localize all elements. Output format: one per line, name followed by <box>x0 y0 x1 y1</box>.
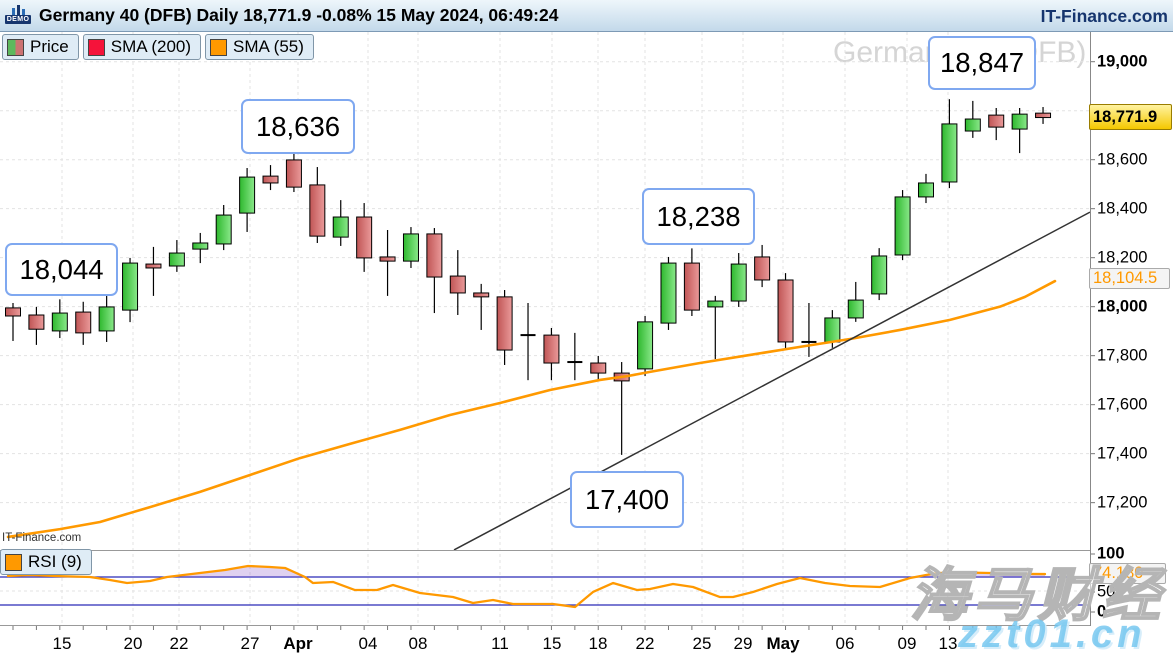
price-annotation[interactable]: 18,847 <box>928 36 1036 90</box>
legend-sma55[interactable]: SMA (55) <box>205 34 314 60</box>
x-axis-label: Apr <box>283 634 313 653</box>
x-axis-label: 09 <box>897 634 917 653</box>
legend-row: Price SMA (200) SMA (55) <box>2 34 314 60</box>
rsi-value-tag: 74.180 <box>1089 563 1166 584</box>
price-axis-label: 17,400 <box>1097 444 1148 463</box>
price-swatch-icon <box>7 38 24 56</box>
x-axis-label: 15 <box>542 634 562 653</box>
demo-badge: DEMO <box>4 14 32 24</box>
price-axis-label: 18,600 <box>1097 150 1148 169</box>
rsi-swatch-icon <box>5 553 22 571</box>
x-axis-label: 27 <box>240 634 260 653</box>
legend-rsi[interactable]: RSI (9) <box>0 549 92 575</box>
x-axis-label: 22 <box>635 634 655 653</box>
right-axis-border <box>1090 32 1091 626</box>
price-axis-label: 18,400 <box>1097 199 1148 218</box>
url-watermark: zzt01.cn <box>958 612 1146 656</box>
x-axis-label: 20 <box>123 634 143 653</box>
legend-sma200-label: SMA (200) <box>110 37 192 56</box>
x-axis-label: 25 <box>692 634 712 653</box>
chinese-watermark: 海马财经 <box>909 562 1167 629</box>
legend-price-label: Price <box>30 37 69 56</box>
x-axis-label: 13 <box>938 634 958 653</box>
legend-price[interactable]: Price <box>2 34 79 60</box>
x-axis-label: 29 <box>733 634 753 653</box>
rsi-axis-label: 0 <box>1097 602 1107 621</box>
demo-logo-icon[interactable]: DEMO <box>3 4 33 30</box>
last-price-tag: 18,771.9 <box>1089 104 1172 130</box>
price-axis-label: 17,200 <box>1097 493 1148 512</box>
price-axis-label: 18,000 <box>1097 297 1148 316</box>
x-axis-label: 04 <box>358 634 378 653</box>
mini-candles-icon <box>11 4 25 15</box>
x-axis-label: 11 <box>491 634 509 653</box>
legend-sma200[interactable]: SMA (200) <box>82 34 202 60</box>
legend-rsi-label: RSI (9) <box>28 552 82 571</box>
sma55-swatch-icon <box>210 38 228 56</box>
sma200-swatch-icon <box>87 38 105 56</box>
brand-link[interactable]: IT-Finance.com <box>1040 6 1168 26</box>
price-annotation[interactable]: 18,238 <box>642 188 755 245</box>
sma55-value-tag: 18,104.5 <box>1089 268 1170 289</box>
legend-sma55-label: SMA (55) <box>233 37 304 56</box>
rsi-axis-label: 50 <box>1097 582 1116 601</box>
site-watermark: IT-Finance.com <box>2 532 82 544</box>
price-axis-label: 18,200 <box>1097 248 1148 267</box>
rsi-axis-label: 100 <box>1097 544 1125 563</box>
x-axis-label: 06 <box>835 634 855 653</box>
price-annotation[interactable]: 17,400 <box>570 471 684 528</box>
x-axis-label: 18 <box>588 634 608 653</box>
rsi-panel-bottom-border <box>0 625 1091 626</box>
x-axis-label: 08 <box>408 634 428 653</box>
x-axis-label: 22 <box>169 634 189 653</box>
price-axis-label: 17,800 <box>1097 346 1148 365</box>
price-axis-label: 17,600 <box>1097 395 1148 414</box>
x-axis-label: 15 <box>52 634 72 653</box>
chart-title: Germany 40 (DFB) Daily 18,771.9 -0.08% 1… <box>39 5 559 25</box>
price-annotation[interactable]: 18,636 <box>241 99 355 154</box>
top-bar: DEMO Germany 40 (DFB) Daily 18,771.9 -0.… <box>0 0 1173 32</box>
rsi-legend-row: RSI (9) <box>0 549 92 575</box>
x-axis-label: May <box>766 634 800 653</box>
price-annotation[interactable]: 18,044 <box>5 243 118 296</box>
price-panel-bottom-border <box>0 550 1091 551</box>
price-axis-label: 19,000 <box>1097 52 1148 71</box>
